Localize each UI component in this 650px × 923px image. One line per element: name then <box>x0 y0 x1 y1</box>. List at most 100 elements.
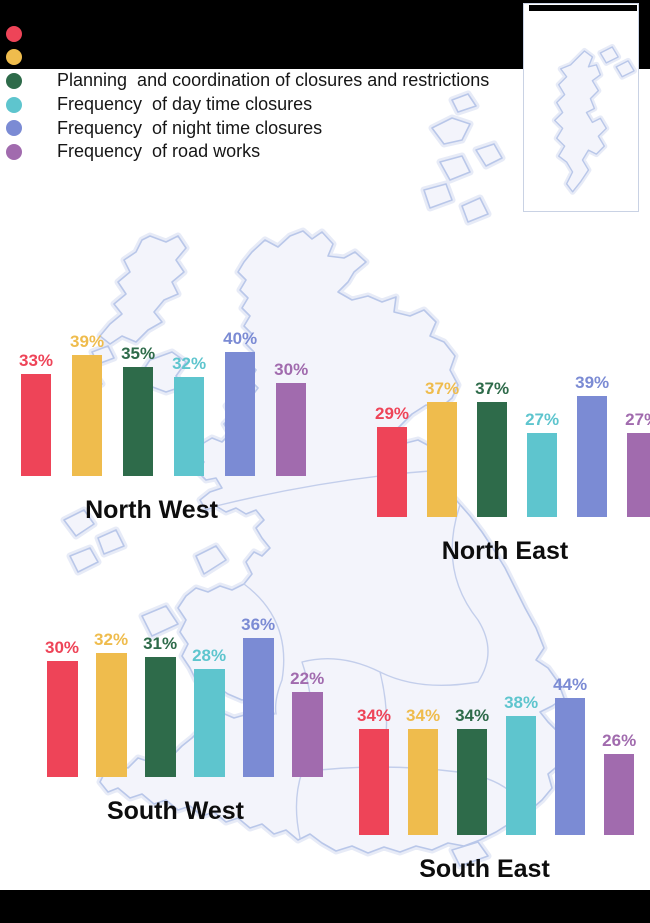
legend: Planning and coordination of closures an… <box>6 22 489 164</box>
bar-column: 30% <box>45 638 79 777</box>
bar-column: 35% <box>121 344 155 476</box>
bar <box>21 374 52 476</box>
bar <box>408 729 439 835</box>
bar <box>225 352 256 476</box>
bar-value-label: 36% <box>241 615 276 634</box>
bar <box>46 661 78 777</box>
bar-column: 34% <box>455 706 489 835</box>
shetland-map <box>524 4 638 211</box>
bar-column: 26% <box>602 731 636 835</box>
legend-item-1 <box>6 46 489 70</box>
bar-group-south-west: 30% 32% 31% 28% 36% 22% <box>45 602 324 777</box>
legend-swatch-icon <box>6 25 22 42</box>
bar-column: 27% <box>625 410 650 517</box>
legend-swatch-icon <box>6 49 22 66</box>
bar-value-label: 40% <box>223 329 258 348</box>
bar <box>242 638 274 777</box>
bar-value-label: 33% <box>19 351 54 370</box>
bar-column: 32% <box>172 354 206 476</box>
bar <box>377 427 408 517</box>
region-label-north-east: North East <box>441 537 569 565</box>
bar <box>193 669 225 777</box>
bar <box>174 377 205 476</box>
bar-column: 22% <box>290 669 324 777</box>
bar-column: 31% <box>143 634 177 777</box>
legend-item-label: Frequency of road works <box>57 141 261 162</box>
bar-group-north-west: 33% 39% 35% 32% 40% 30% <box>19 301 308 476</box>
bar-value-label: 31% <box>143 634 178 653</box>
bar-column: 37% <box>425 379 459 517</box>
legend-item-0 <box>6 22 489 46</box>
bar-value-label: 39% <box>575 373 610 392</box>
bar <box>291 692 323 777</box>
inset-redaction-strip <box>529 5 637 11</box>
bar-column: 30% <box>274 360 308 476</box>
region-label-south-west: South West <box>106 797 245 825</box>
bar-value-label: 34% <box>455 706 490 725</box>
bar-column: 28% <box>192 646 226 777</box>
bar-value-label: 27% <box>625 410 650 429</box>
bar <box>123 367 154 476</box>
bar <box>527 433 558 517</box>
shetland-inset-box <box>523 3 639 212</box>
bar-value-label: 30% <box>274 360 309 379</box>
bar-value-label: 30% <box>45 638 80 657</box>
legend-item-label: Frequency of night time closures <box>57 117 323 138</box>
bar-value-label: 26% <box>602 731 637 750</box>
bar <box>72 355 103 476</box>
bar <box>604 754 635 835</box>
legend-swatch-icon <box>6 143 22 160</box>
bar-column: 39% <box>70 332 104 476</box>
bar-value-label: 32% <box>172 354 207 373</box>
legend-item-4: Frequency of night time closures <box>6 116 489 140</box>
bar-column: 34% <box>406 706 440 835</box>
bar-value-label: 37% <box>425 379 460 398</box>
bar-column: 44% <box>553 675 587 835</box>
bar-column: 36% <box>241 615 275 777</box>
bar-value-label: 35% <box>121 344 156 363</box>
bar-column: 27% <box>525 410 559 517</box>
bar-column: 40% <box>223 329 257 476</box>
bar-value-label: 34% <box>406 706 441 725</box>
legend-swatch-icon <box>6 96 22 113</box>
bar-value-label: 39% <box>70 332 105 351</box>
region-label-south-east: South East <box>419 855 550 883</box>
bar <box>144 657 176 777</box>
bar-value-label: 32% <box>94 630 129 649</box>
bar <box>95 653 127 777</box>
bar-value-label: 27% <box>525 410 560 429</box>
bar-value-label: 29% <box>375 404 410 423</box>
bar-column: 33% <box>19 351 53 476</box>
bar-value-label: 44% <box>553 675 588 694</box>
bar <box>477 402 508 517</box>
bar <box>276 383 307 476</box>
bar-column: 39% <box>575 373 609 517</box>
legend-item-label: Planning and coordination of closures an… <box>57 70 490 91</box>
bar-column: 38% <box>504 693 538 835</box>
legend-item-label: Frequency of day time closures <box>57 94 313 115</box>
bar-value-label: 38% <box>504 693 539 712</box>
bar <box>555 698 586 835</box>
bar-column: 37% <box>475 379 509 517</box>
bar <box>627 433 650 517</box>
bar <box>359 729 390 835</box>
bar <box>506 716 537 835</box>
bar-group-south-east: 34% 34% 34% 38% 44% 26% <box>357 660 636 835</box>
legend-item-5: Frequency of road works <box>6 140 489 164</box>
redaction-bar-bottom <box>0 890 650 923</box>
bar-column: 32% <box>94 630 128 777</box>
bar-column: 34% <box>357 706 391 835</box>
bar-value-label: 22% <box>290 669 325 688</box>
bar-value-label: 34% <box>357 706 392 725</box>
legend-swatch-icon <box>6 120 22 137</box>
legend-swatch-icon <box>6 72 22 89</box>
legend-item-2: Planning and coordination of closures an… <box>6 69 489 93</box>
bar <box>457 729 488 835</box>
bar-value-label: 28% <box>192 646 227 665</box>
bar-group-north-east: 29% 37% 37% 27% 39% 27% <box>375 342 650 517</box>
bar <box>577 396 608 517</box>
bar <box>427 402 458 517</box>
bar-value-label: 37% <box>475 379 510 398</box>
legend-item-3: Frequency of day time closures <box>6 93 489 117</box>
